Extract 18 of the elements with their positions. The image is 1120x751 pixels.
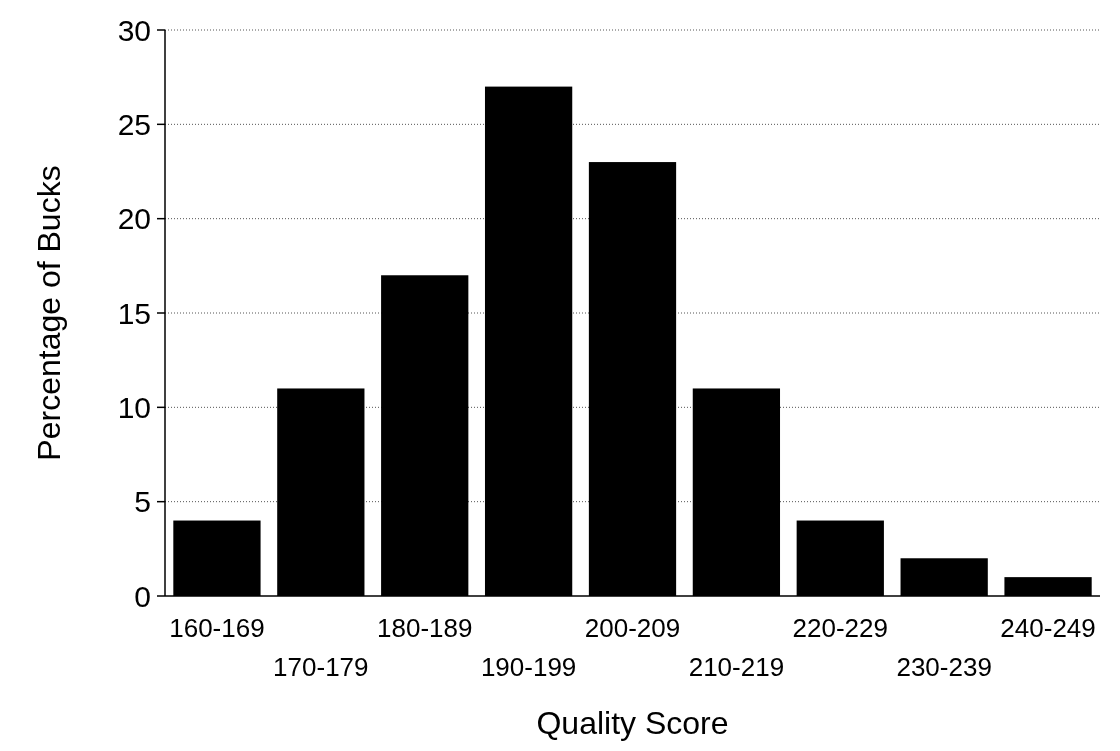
- x-tick-label: 200-209: [584, 613, 681, 643]
- x-tick-label: 220-229: [792, 613, 888, 643]
- x-tick-label: 160-169: [169, 613, 265, 643]
- x-tick-label: 240-249: [1000, 613, 1096, 643]
- y-tick-label: 20: [117, 202, 151, 236]
- x-tick-label: 190-199: [480, 652, 577, 682]
- y-tick-label: 0: [134, 579, 151, 613]
- x-tick-label: 180-189: [377, 613, 473, 643]
- x-tick-label: 210-219: [688, 652, 785, 682]
- x-tick-label: 170-179: [273, 652, 369, 682]
- y-tick-label: 30: [117, 13, 151, 47]
- y-tick-label: 25: [117, 107, 151, 141]
- x-tick-label: 230-239: [896, 652, 992, 682]
- y-tick-label: 5: [134, 485, 151, 519]
- y-tick-label: 15: [117, 296, 151, 330]
- y-axis-title: Percentage of Bucks: [31, 165, 67, 461]
- x-axis-title: Quality Score: [536, 705, 729, 741]
- y-tick-label: 10: [117, 390, 151, 424]
